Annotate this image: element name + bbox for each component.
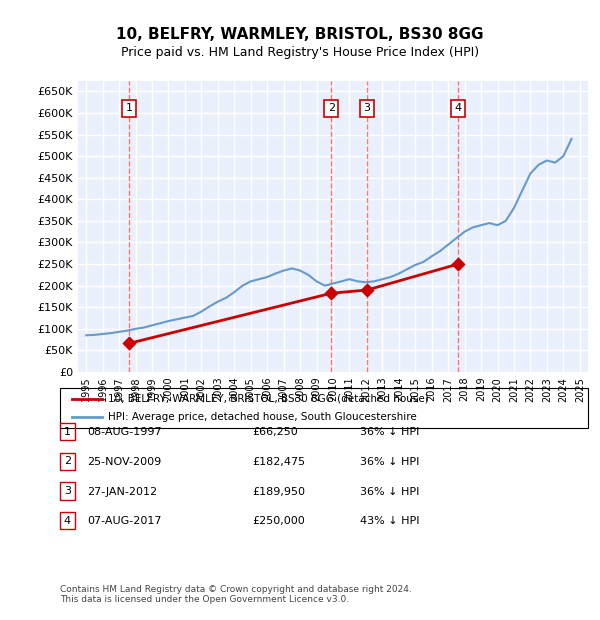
Text: Contains HM Land Registry data © Crown copyright and database right 2024.
This d: Contains HM Land Registry data © Crown c… <box>60 585 412 604</box>
Text: £66,250: £66,250 <box>252 427 298 437</box>
Point <box>453 259 463 269</box>
Text: 43% ↓ HPI: 43% ↓ HPI <box>360 516 419 526</box>
Text: 08-AUG-1997: 08-AUG-1997 <box>87 427 161 437</box>
Text: 4: 4 <box>64 516 71 526</box>
Text: 3: 3 <box>64 486 71 496</box>
Text: Price paid vs. HM Land Registry's House Price Index (HPI): Price paid vs. HM Land Registry's House … <box>121 46 479 59</box>
Text: 10, BELFRY, WARMLEY, BRISTOL, BS30 8GG: 10, BELFRY, WARMLEY, BRISTOL, BS30 8GG <box>116 27 484 42</box>
Text: £250,000: £250,000 <box>252 516 305 526</box>
Text: £189,950: £189,950 <box>252 487 305 497</box>
Point <box>326 288 336 298</box>
Point <box>124 339 134 348</box>
Point <box>362 285 372 295</box>
Text: 2: 2 <box>328 104 335 113</box>
Text: 36% ↓ HPI: 36% ↓ HPI <box>360 487 419 497</box>
Text: HPI: Average price, detached house, South Gloucestershire: HPI: Average price, detached house, Sout… <box>108 412 417 422</box>
Text: 10, BELFRY, WARMLEY, BRISTOL, BS30 8GG (detached house): 10, BELFRY, WARMLEY, BRISTOL, BS30 8GG (… <box>108 394 429 404</box>
Text: 27-JAN-2012: 27-JAN-2012 <box>87 487 157 497</box>
Text: £182,475: £182,475 <box>252 457 305 467</box>
Text: 2: 2 <box>64 456 71 466</box>
Text: 36% ↓ HPI: 36% ↓ HPI <box>360 427 419 437</box>
Text: 07-AUG-2017: 07-AUG-2017 <box>87 516 161 526</box>
Text: 36% ↓ HPI: 36% ↓ HPI <box>360 457 419 467</box>
Text: 1: 1 <box>64 427 71 436</box>
Text: 3: 3 <box>364 104 371 113</box>
Text: 1: 1 <box>125 104 133 113</box>
Text: 25-NOV-2009: 25-NOV-2009 <box>87 457 161 467</box>
Text: 4: 4 <box>454 104 461 113</box>
